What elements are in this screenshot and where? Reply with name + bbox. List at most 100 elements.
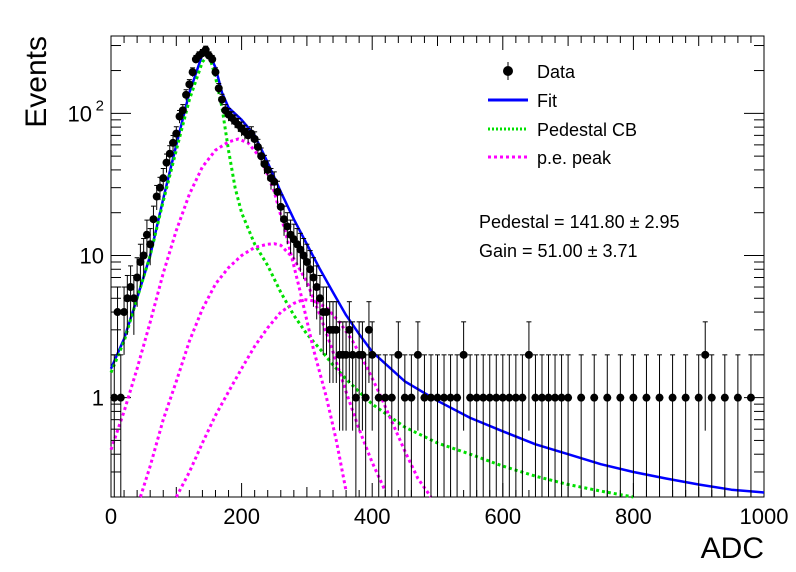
data-point <box>116 393 125 402</box>
data-point <box>185 80 194 89</box>
data-point <box>342 350 351 359</box>
data-point <box>655 393 664 402</box>
data-point <box>283 222 292 231</box>
data-point <box>364 325 373 334</box>
data-point <box>668 393 677 402</box>
data-point <box>564 393 573 402</box>
data-point <box>381 393 390 402</box>
data-point <box>472 393 481 402</box>
x-tick-label: 400 <box>354 504 391 529</box>
legend-label-pedestal: Pedestal CB <box>537 120 637 140</box>
data-point <box>120 308 129 317</box>
data-point <box>616 393 625 402</box>
annotation-gain: Gain = 51.00 ± 3.71 <box>479 241 638 261</box>
data-point <box>155 183 164 192</box>
data-point <box>518 393 527 402</box>
data-point <box>142 230 151 239</box>
x-tick-label: 1000 <box>740 504 789 529</box>
data-point <box>110 393 119 402</box>
data-point <box>544 393 553 402</box>
data-point <box>551 393 560 402</box>
data-point <box>322 308 331 317</box>
data-point <box>309 273 318 282</box>
data-point <box>169 138 178 147</box>
data-point <box>208 55 217 64</box>
data-point <box>603 393 612 402</box>
data-point <box>270 177 279 186</box>
data-point <box>250 134 259 143</box>
legend-label-data: Data <box>537 62 576 82</box>
data-point <box>433 393 442 402</box>
data-point <box>172 129 181 138</box>
data-point <box>368 350 377 359</box>
data-point <box>302 257 311 266</box>
data-point <box>175 112 184 121</box>
data-point <box>165 149 174 158</box>
series-p-e-peak-2 <box>138 242 387 498</box>
data-point <box>374 393 383 402</box>
data-point <box>413 350 422 359</box>
data-point <box>178 106 187 115</box>
data-point <box>701 350 710 359</box>
data-point <box>218 95 227 104</box>
data-point <box>280 215 289 224</box>
data-point <box>214 84 223 93</box>
data-point <box>188 68 197 77</box>
data-point <box>524 350 533 359</box>
data-point <box>306 265 315 274</box>
data-point <box>152 192 161 201</box>
legend-label-fit: Fit <box>537 91 557 111</box>
data-point <box>505 393 514 402</box>
y-tick-label: 1 <box>92 386 104 411</box>
data-point <box>498 393 507 402</box>
data-point <box>146 240 155 249</box>
data-point <box>387 393 396 402</box>
data-point <box>351 393 360 402</box>
x-tick-label: 600 <box>484 504 521 529</box>
data-point <box>129 294 138 303</box>
legend: Data Fit Pedestal CB p.e. peak <box>488 62 637 168</box>
data-point <box>466 393 475 402</box>
data-point <box>440 393 449 402</box>
data-point <box>133 273 142 282</box>
data-point <box>276 202 285 211</box>
data-point <box>273 187 282 196</box>
data-point <box>361 393 370 402</box>
data-point <box>257 152 266 161</box>
y-tick-label-exponent: 2 <box>96 97 104 114</box>
data-point <box>485 393 494 402</box>
data-point <box>459 350 468 359</box>
data-point <box>681 393 690 402</box>
data-point <box>557 393 566 402</box>
data-point <box>348 350 357 359</box>
data-point <box>211 68 220 77</box>
data-point <box>126 283 135 292</box>
x-axis-ticks: 0 200 400 600 800 1000 <box>105 36 789 529</box>
data-point <box>426 393 435 402</box>
x-tick-label: 200 <box>223 504 260 529</box>
annotation-pedestal: Pedestal = 141.80 ± 2.95 <box>479 212 680 232</box>
data-point <box>590 393 599 402</box>
data-point <box>707 393 716 402</box>
data-point <box>720 393 729 402</box>
data-point <box>453 393 462 402</box>
data-point <box>182 90 191 99</box>
data-point <box>746 393 755 402</box>
data-point <box>345 325 354 334</box>
data-point <box>162 158 171 167</box>
data-point <box>123 294 132 303</box>
x-tick-label: 0 <box>105 504 117 529</box>
data-point <box>629 393 638 402</box>
data-point <box>733 393 742 402</box>
data-point <box>642 393 651 402</box>
data-point <box>446 393 455 402</box>
legend-data-marker <box>503 66 513 76</box>
data-point <box>537 393 546 402</box>
legend-label-pe: p.e. peak <box>537 148 612 168</box>
data-point <box>299 251 308 260</box>
data-point <box>296 245 305 254</box>
data-point <box>159 174 168 183</box>
data-point <box>332 325 341 334</box>
